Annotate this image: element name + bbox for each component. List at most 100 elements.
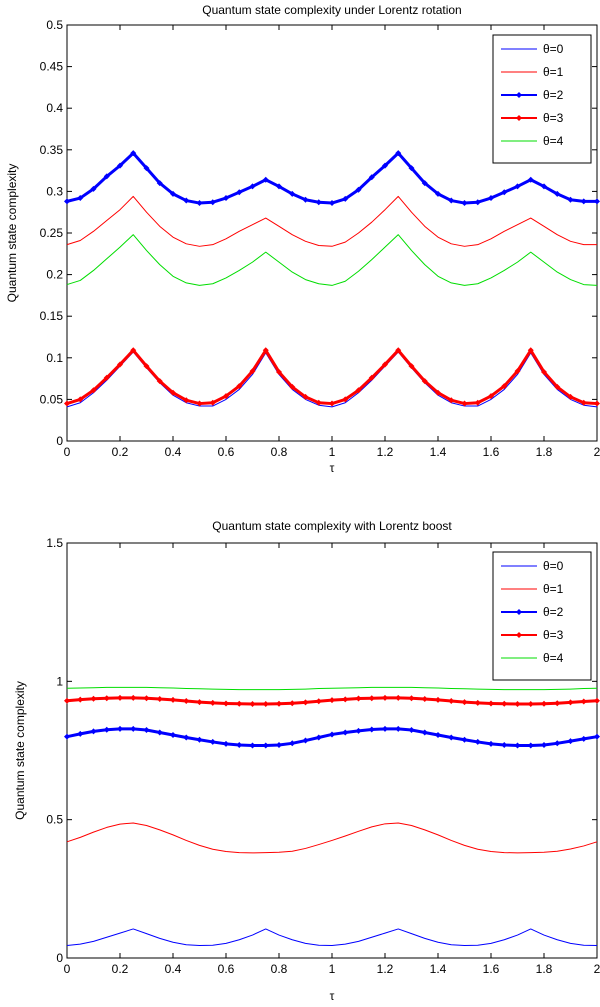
legend-marker [516,609,522,615]
data-point [289,383,296,390]
data-point [196,736,203,743]
data-point [329,400,335,407]
data-point [580,198,587,205]
data-point [342,195,349,202]
legend: θ=0 θ=1 θ=2 θ=3 θ=4 [492,34,592,164]
data-point [421,729,428,736]
data-point [209,399,216,406]
data-point [130,347,137,354]
legend-item: θ=3 [501,628,564,642]
data-point [408,165,415,172]
legend-marker [516,632,522,638]
legend-label: θ=1 [543,582,564,596]
data-point [342,729,349,736]
data-point [448,734,455,741]
series-θ=1 [66,195,597,247]
data-point [262,176,269,183]
data-point [435,732,441,739]
x-tick-label: 2 [594,962,600,976]
data-point [368,695,375,702]
legend-label: θ=3 [543,628,564,642]
x-tick-label: 1.2 [377,445,394,459]
data-point [103,695,110,702]
y-tick-label: 0 [56,434,63,448]
data-point [474,699,481,706]
legend-item: θ=2 [501,605,564,619]
data-point [329,697,335,704]
data-point [156,729,163,736]
data-point [276,183,282,190]
data-point [395,150,402,157]
data-point [77,195,84,202]
y-tick-label: 0.35 [40,143,64,157]
data-point [329,731,335,738]
legend-marker [516,115,522,121]
data-point [594,697,600,704]
data-point [421,180,428,187]
data-point [395,347,402,354]
legend-label: θ=0 [543,42,564,56]
data-point [183,734,190,741]
data-point [103,173,110,180]
data-point [289,190,296,197]
data-point [448,697,455,704]
data-point [395,694,402,701]
x-tick-label: 0.4 [165,962,182,976]
data-point [183,697,190,704]
chart-1: Quantum state complexity under Lorentz r… [5,3,600,475]
chart-2: Quantum state complexity with Lorentz bo… [13,519,600,1003]
data-point [514,183,521,190]
y-tick-label: 0.1 [46,351,63,365]
data-point [130,725,137,732]
data-point [448,397,455,404]
data-point [77,730,84,737]
data-point [355,387,362,394]
data-point [249,368,256,375]
data-point [395,725,402,732]
series-θ=3 [64,694,600,708]
data-point [580,698,587,705]
x-tick-label: 1.4 [430,962,447,976]
data-point [355,186,362,193]
data-point [474,199,481,206]
data-point [90,695,97,702]
legend-item: θ=0 [501,42,564,56]
data-point [103,726,110,733]
x-tick-label: 2 [594,445,600,459]
data-point [90,728,97,735]
data-point [580,735,587,742]
series-θ=3 [64,347,600,407]
x-tick-label: 1.6 [483,962,500,976]
data-point [435,389,441,396]
y-tick-label: 0.4 [46,101,63,115]
data-point [276,741,282,748]
data-point [368,174,375,181]
data-point [355,695,362,702]
x-tick-label: 1.4 [430,445,447,459]
data-point [196,400,203,407]
data-point [408,695,415,702]
y-tick-label: 0.15 [40,309,64,323]
legend-item: θ=2 [501,88,564,102]
series-θ=1 [66,822,598,854]
data-point [514,742,521,749]
data-point [342,696,349,703]
data-point [474,738,481,745]
y-tick-label: 0 [56,951,63,965]
y-axis: 0 0.5 1 1.5 [46,536,597,965]
data-point [501,189,508,196]
data-point [368,374,375,381]
data-point [183,197,190,204]
data-point [501,741,508,748]
data-point [342,396,349,403]
legend-label: θ=3 [543,111,564,125]
data-point [567,699,574,706]
data-point [355,727,362,734]
data-point [382,162,388,169]
data-point [209,699,216,706]
data-point [143,363,150,370]
x-axis-label: τ [330,989,335,1003]
data-point [580,399,587,406]
legend-label: θ=2 [543,605,564,619]
data-point [501,383,508,390]
